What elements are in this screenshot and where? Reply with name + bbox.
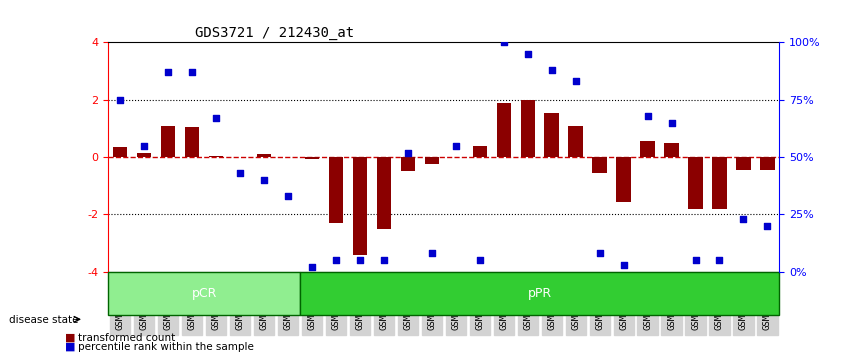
Bar [257,154,271,157]
FancyBboxPatch shape [300,272,779,315]
Bar [185,127,199,157]
Bar [712,157,727,209]
Bar [329,157,343,223]
Point [401,150,415,155]
Text: percentile rank within the sample: percentile rank within the sample [78,342,254,352]
Bar [352,157,367,255]
Point [760,223,774,229]
Text: ■: ■ [65,333,75,343]
Text: pPR: pPR [527,287,552,300]
Bar [568,126,583,157]
Bar [664,143,679,157]
Bar [161,126,175,157]
Bar [688,157,702,209]
Bar [736,157,751,170]
Bar [377,157,391,229]
Point [185,69,199,75]
Bar [640,141,655,157]
Text: GDS3721 / 212430_at: GDS3721 / 212430_at [196,26,354,40]
Point [210,115,223,121]
FancyBboxPatch shape [108,272,300,315]
Bar [401,157,415,171]
Bar [113,147,127,157]
Point [617,262,630,268]
Bar [760,157,774,170]
Point [641,113,655,119]
Point [569,79,583,84]
Point [425,251,439,256]
Point [353,257,367,263]
Text: disease state: disease state [9,315,78,325]
Point [592,251,606,256]
Point [281,193,295,199]
Point [664,120,678,126]
Point [736,216,750,222]
Bar [137,153,152,157]
Point [688,257,702,263]
Point [329,257,343,263]
Bar [617,157,630,201]
Point [449,143,462,148]
Point [713,257,727,263]
Bar [520,100,535,157]
Bar [592,157,607,173]
Text: pCR: pCR [191,287,216,300]
Point [520,51,534,57]
Point [305,264,319,270]
Point [113,97,127,103]
Point [257,177,271,183]
Point [473,257,487,263]
Text: transformed count: transformed count [78,333,175,343]
Bar [496,103,511,157]
Bar [305,157,320,159]
Point [377,257,391,263]
Point [545,67,559,73]
Bar [545,113,559,157]
Bar [209,156,223,157]
Bar [424,157,439,164]
Text: ■: ■ [65,342,75,352]
Point [497,40,511,45]
Point [161,69,175,75]
Bar [473,145,487,157]
Point [233,170,247,176]
Point [138,143,152,148]
